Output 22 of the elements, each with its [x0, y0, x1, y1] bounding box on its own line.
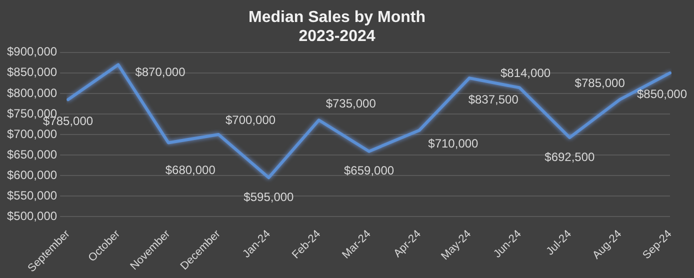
- text: $735,000: [326, 96, 376, 110]
- text: $595,000: [244, 190, 294, 204]
- y-tick-label: $550,000: [6, 188, 58, 202]
- text: $814,000: [500, 66, 551, 80]
- text: $680,000: [165, 163, 216, 178]
- y-tick-label: $700,000: [6, 126, 58, 141]
- text: $785,000: [574, 76, 625, 90]
- text: $659,000: [344, 164, 394, 178]
- y-tick-label: $500,000: [6, 208, 58, 223]
- text: $710,000: [428, 136, 478, 151]
- chart-subtitle: 2023-2024: [298, 28, 376, 46]
- text: $837,500: [468, 92, 518, 106]
- y-tick-label: $600,000: [6, 168, 58, 182]
- y-tick-label: $800,000: [6, 86, 58, 100]
- text: $700,000: [226, 112, 276, 127]
- y-tick-label: $650,000: [6, 147, 58, 162]
- text: $870,000: [135, 65, 186, 80]
- text: $850,000: [636, 87, 688, 102]
- y-tick-label: $900,000: [6, 44, 58, 59]
- text: $692,500: [544, 150, 595, 164]
- chart-title: Median Sales by Month: [248, 9, 426, 26]
- y-tick-label: $850,000: [6, 65, 58, 80]
